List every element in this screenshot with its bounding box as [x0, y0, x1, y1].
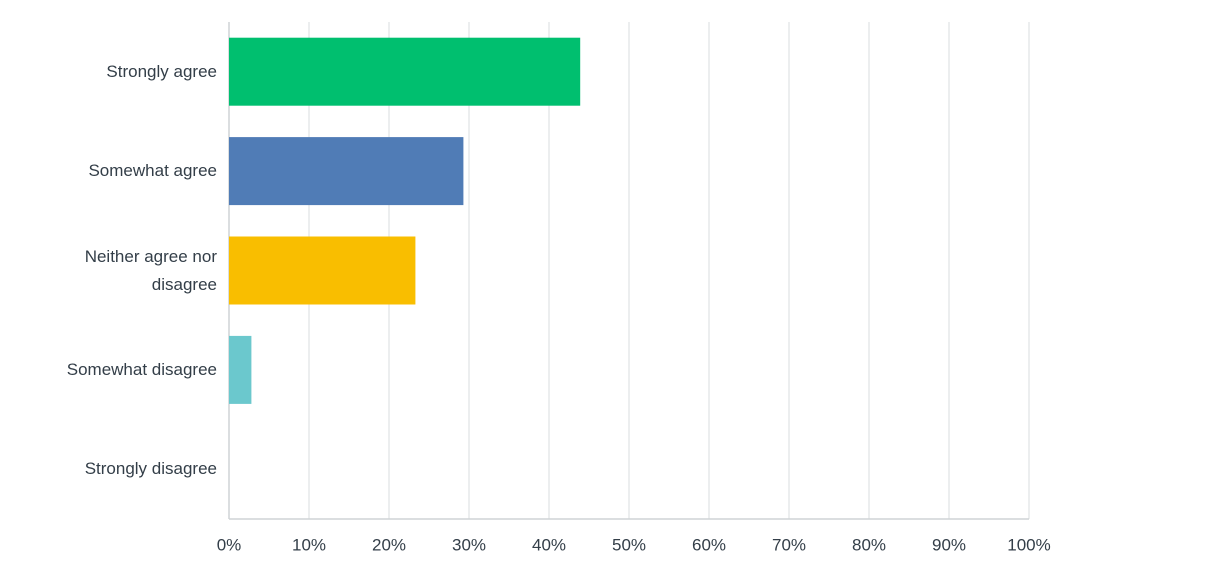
bar — [229, 37, 581, 106]
bar — [229, 236, 416, 305]
x-tick-label: 40% — [532, 535, 566, 554]
x-tick-label: 80% — [852, 535, 886, 554]
x-tick-label: 70% — [772, 535, 806, 554]
x-tick-label: 0% — [217, 535, 242, 554]
y-tick-label: Somewhat disagree — [66, 359, 217, 379]
y-tick-label: Strongly disagree — [84, 459, 217, 479]
x-tick-label: 10% — [292, 535, 326, 554]
x-tick-label: 30% — [452, 535, 486, 554]
bar — [229, 335, 252, 404]
x-tick-label: 90% — [932, 535, 966, 554]
x-tick-label: 20% — [372, 535, 406, 554]
x-tick-label: 60% — [692, 535, 726, 554]
bar — [229, 137, 464, 206]
y-tick-label: Strongly agree — [106, 61, 217, 81]
x-tick-label: 100% — [1007, 535, 1050, 554]
x-tick-label: 50% — [612, 535, 646, 554]
y-tick-label: Neither agree nor disagree — [84, 246, 217, 294]
y-tick-label: Somewhat agree — [88, 161, 217, 181]
